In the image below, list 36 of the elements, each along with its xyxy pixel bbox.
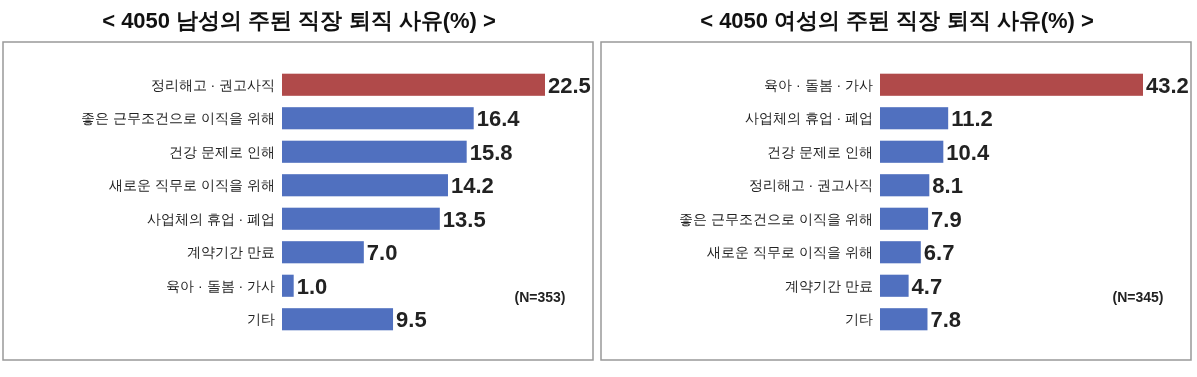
category-label: 기타 — [845, 311, 873, 328]
value-label: 10.4 — [946, 139, 990, 165]
category-label: 기타 — [247, 311, 275, 328]
category-label: 새로운 직무로 이직을 위해 — [707, 244, 873, 261]
category-label: 좋은 근무조건으로 이직을 위해 — [81, 110, 275, 127]
value-label: 6.7 — [923, 240, 955, 266]
category-label: 사업체의 휴업 · 폐업 — [744, 110, 873, 127]
value-label: 7.0 — [366, 240, 398, 266]
value-label: 1.0 — [296, 273, 328, 299]
value-label: 22.5 — [548, 72, 591, 98]
category-label: 좋은 근무조건으로 이직을 위해 — [679, 210, 873, 227]
value-label: 8.1 — [932, 173, 963, 199]
category-label: 계약기간 만료 — [187, 244, 275, 261]
value-label: 9.5 — [396, 307, 427, 333]
category-label: 건강 문제로 인해 — [169, 143, 275, 160]
category-label: 육아 · 돌봄 · 가사 — [166, 277, 275, 294]
category-label: 건강 문제로 인해 — [767, 143, 873, 160]
value-label: 11.2 — [951, 106, 993, 132]
category-label: 정리해고 · 권고사직 — [748, 177, 873, 194]
value-label: 4.7 — [911, 273, 943, 299]
value-label: 43.2 — [1146, 72, 1189, 98]
title: < 4050 남성의 주된 직장 퇴직 사유(%) > — [102, 8, 496, 33]
category-label: 육아 · 돌봄 · 가사 — [764, 76, 873, 93]
category-label: 새로운 직무로 이직을 위해 — [109, 177, 275, 194]
value-label: 15.8 — [469, 139, 513, 165]
value-label: 13.5 — [442, 206, 486, 232]
category-label: 사업체의 휴업 · 폐업 — [146, 210, 275, 227]
value-label: 7.8 — [930, 307, 962, 333]
annotation: (N=353) — [514, 289, 566, 305]
value-label: 7.9 — [931, 206, 962, 232]
value-label: 16.4 — [476, 106, 520, 132]
category-label: 계약기간 만료 — [785, 277, 873, 294]
value-label: 14.2 — [451, 173, 494, 199]
annotation: (N=345) — [1112, 289, 1164, 305]
category-label: 정리해고 · 권고사직 — [150, 76, 275, 93]
title: < 4050 여성의 주된 직장 퇴직 사유(%) > — [700, 8, 1094, 33]
